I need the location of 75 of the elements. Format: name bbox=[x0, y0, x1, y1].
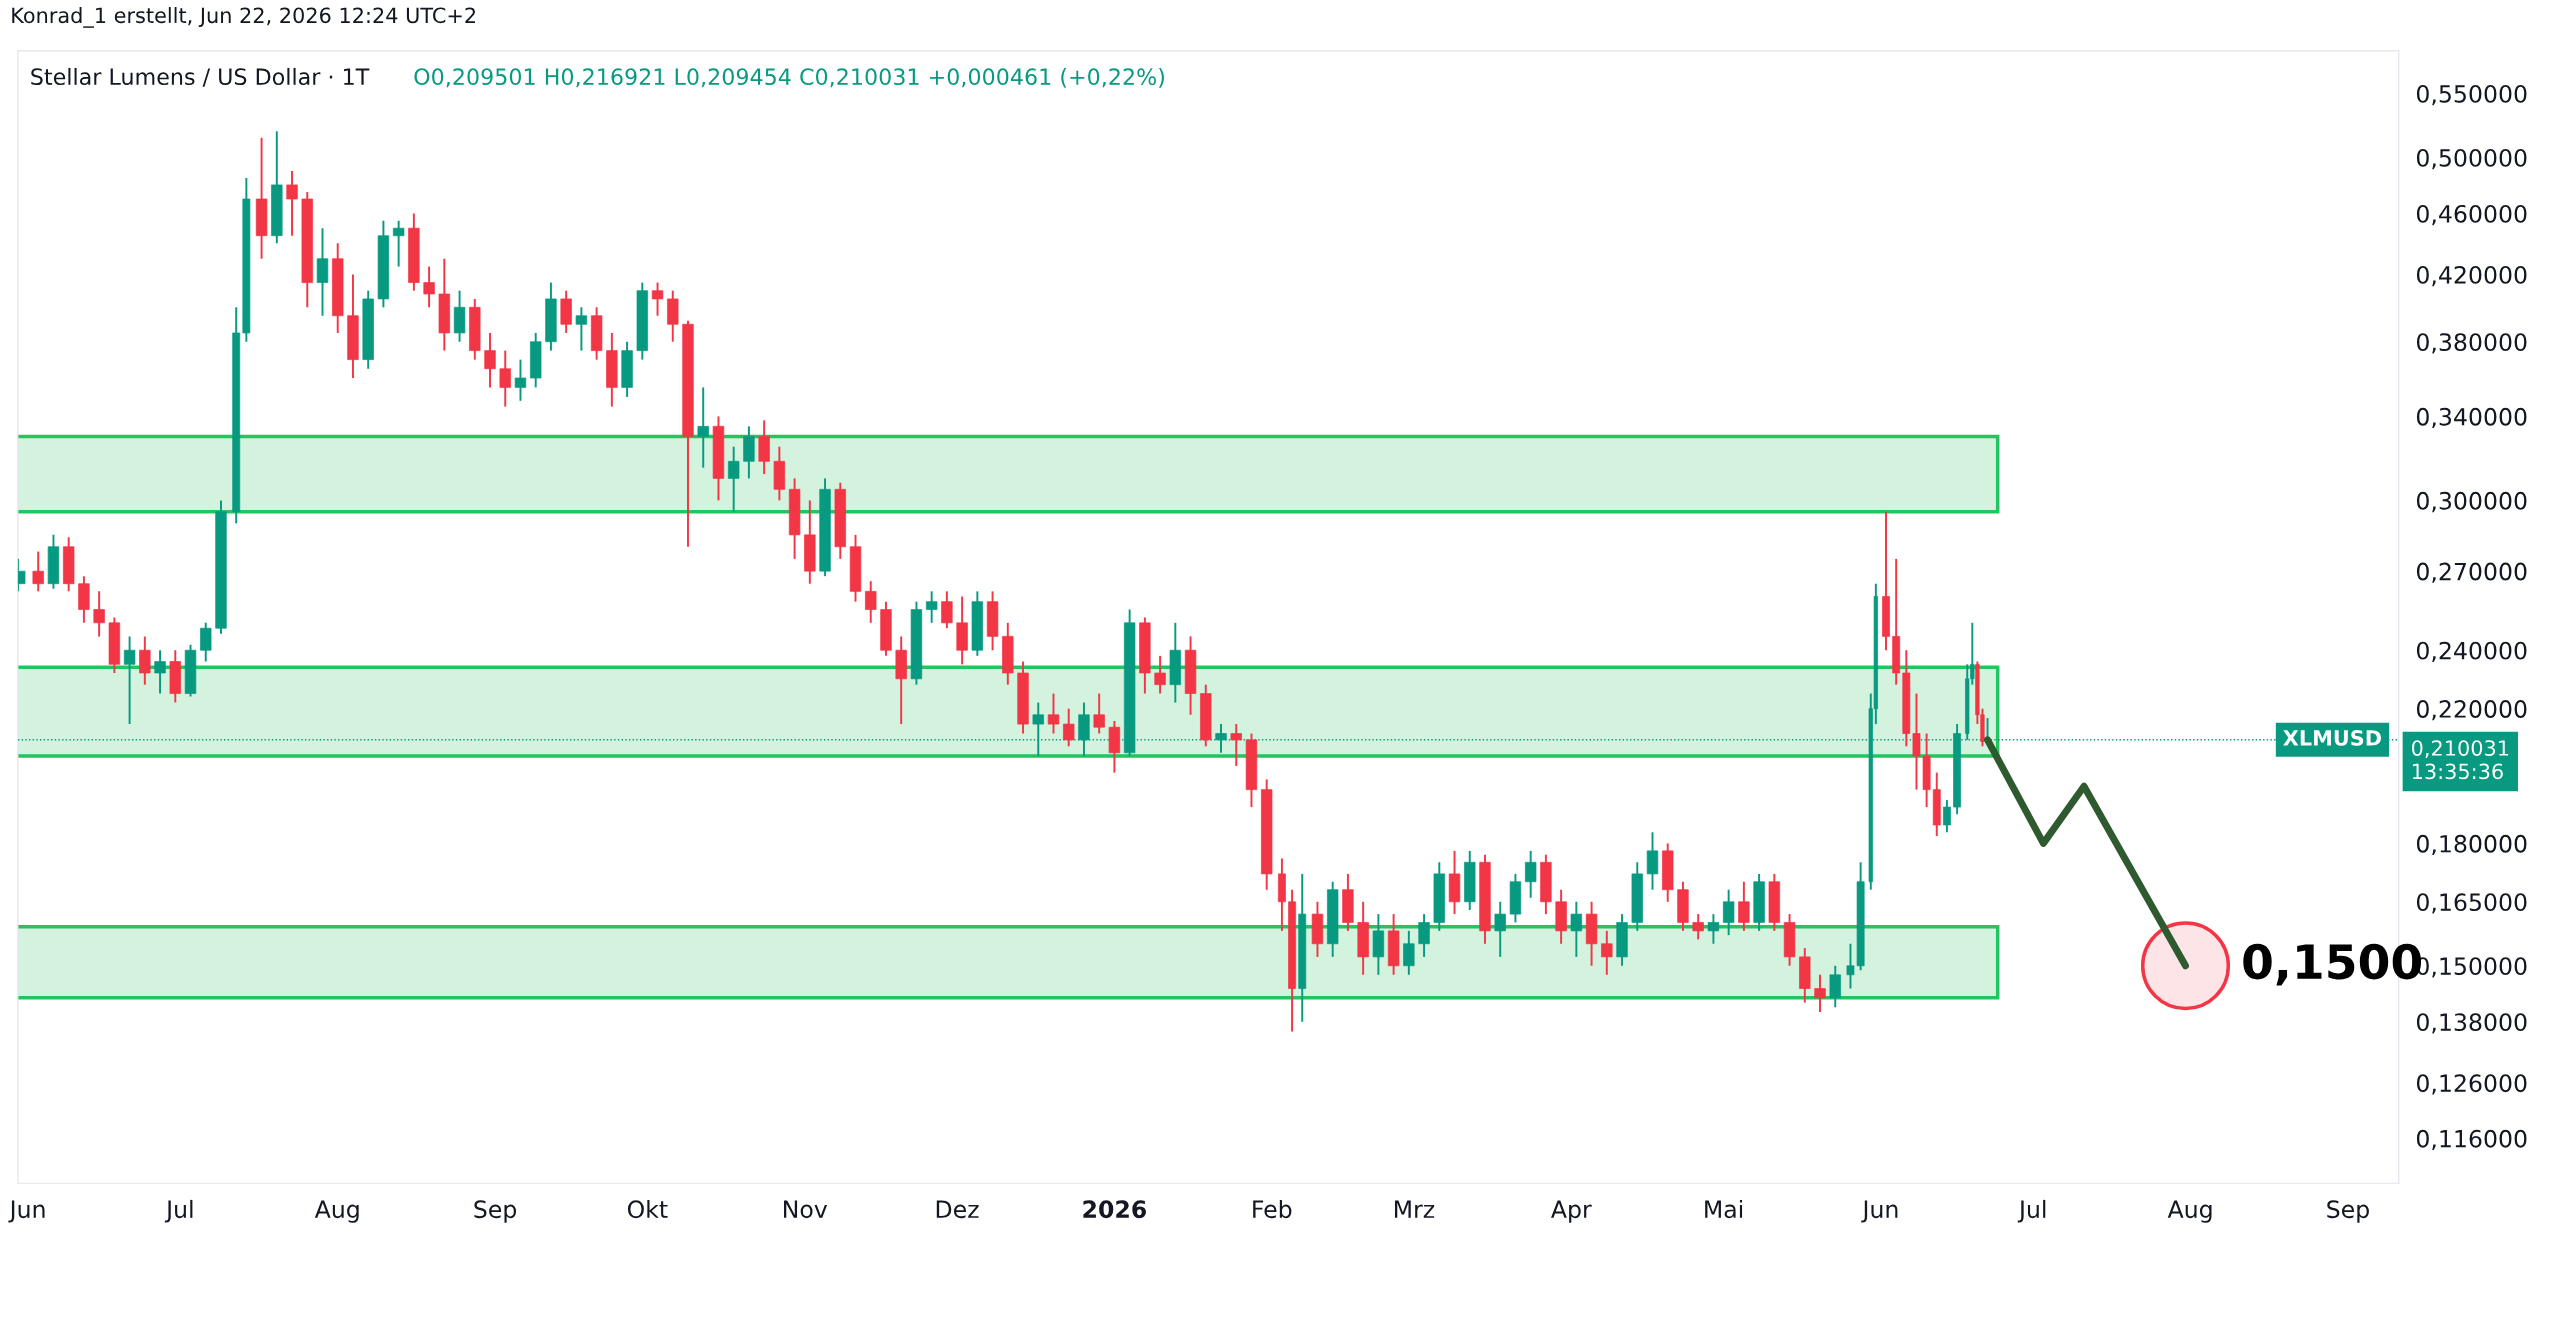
y-tick-label: 0,116000 bbox=[2416, 1129, 2527, 1151]
candlestick bbox=[1494, 900, 1506, 958]
x-tick-label: Aug bbox=[314, 1200, 359, 1223]
candlestick bbox=[1570, 900, 1583, 958]
y-tick-label: 0,300000 bbox=[2416, 491, 2527, 513]
y-tick-label: 0,220000 bbox=[2416, 700, 2527, 721]
x-tick-label: Okt bbox=[627, 1199, 668, 1219]
candlestick bbox=[728, 445, 740, 513]
candlestick bbox=[200, 621, 212, 663]
x-tick-label: Apr bbox=[1551, 1200, 1592, 1223]
text: Konrad_1 erstellt, Jun 22, 2026 12:24 UTC+2 bbox=[12, 7, 476, 28]
y-tick-label: 0,550000 bbox=[2416, 84, 2527, 106]
x-tick-label: Sep bbox=[474, 1200, 517, 1223]
candlestick bbox=[1093, 692, 1105, 735]
ref-line-label: XLMUSD bbox=[2283, 730, 2381, 746]
x-tick-label: Feb bbox=[1253, 1199, 1292, 1219]
x-tick-label: Mai bbox=[1705, 1199, 1743, 1219]
x-tick-label: Mrz bbox=[1394, 1200, 1435, 1218]
x-tick-label: Jul bbox=[164, 1199, 193, 1223]
x-tick-label: Sep bbox=[2327, 1200, 2369, 1223]
candlestick bbox=[139, 635, 151, 686]
x-tick-label: Jun bbox=[1861, 1200, 1898, 1223]
y-tick-label: 0,240000 bbox=[2416, 641, 2527, 662]
candlestick bbox=[1403, 929, 1415, 976]
y-tick-label: 0,270000 bbox=[2416, 562, 2527, 583]
candlestick bbox=[1047, 692, 1060, 735]
candlestick bbox=[651, 281, 664, 317]
x-tick-label: Nov bbox=[784, 1200, 828, 1219]
y-tick-label: 0,500000 bbox=[2416, 148, 2527, 170]
x-tick-label: Jul bbox=[2017, 1199, 2046, 1223]
candlestick bbox=[484, 331, 496, 389]
text: 0,210031 13:35:36 bbox=[2412, 740, 2509, 780]
text: O0,209501 H0,216921 L0,209454 C0,210031 +0,000461 (+0,22%) bbox=[414, 67, 1164, 88]
x-tick-label: 2026 bbox=[1083, 1200, 1146, 1219]
candlestick bbox=[93, 590, 105, 638]
x-tick-label: Jun bbox=[8, 1200, 45, 1223]
candlestick bbox=[1738, 880, 1750, 932]
candlestick bbox=[1418, 913, 1430, 958]
candlestick bbox=[1154, 654, 1166, 695]
candlestick bbox=[1707, 913, 1720, 945]
candlestick bbox=[865, 580, 877, 624]
candlestick bbox=[575, 306, 588, 352]
x-tick-label: Aug bbox=[2167, 1200, 2212, 1223]
candlestick bbox=[941, 590, 953, 630]
candlestick bbox=[316, 227, 329, 317]
candlestick bbox=[697, 386, 709, 469]
y-tick-label: 0,165000 bbox=[2416, 893, 2527, 914]
x-tick-label: Dez bbox=[936, 1200, 979, 1219]
y-tick-label: 0,460000 bbox=[2416, 204, 2527, 226]
text: Stellar Lumens / US Dollar · 1T bbox=[31, 67, 370, 87]
y-tick-label: 0,126000 bbox=[2416, 1074, 2527, 1095]
candlestick bbox=[925, 590, 938, 624]
candlestick bbox=[1722, 888, 1735, 937]
candlestick bbox=[1063, 707, 1075, 748]
candlestick bbox=[1032, 701, 1044, 758]
y-tick-label: 0,420000 bbox=[2416, 265, 2527, 287]
y-tick-label: 0,380000 bbox=[2416, 333, 2527, 354]
candlestick bbox=[32, 550, 44, 593]
candlestick bbox=[1230, 723, 1242, 767]
candlestick bbox=[286, 170, 298, 237]
candlestick bbox=[423, 265, 435, 309]
candlestick bbox=[392, 219, 405, 268]
candlestick bbox=[514, 358, 527, 402]
candlestick bbox=[499, 349, 511, 408]
candlestick bbox=[123, 635, 136, 726]
candlestick bbox=[1646, 831, 1659, 891]
y-tick-label: 0,180000 bbox=[2416, 834, 2527, 856]
candlestick bbox=[1692, 913, 1704, 941]
y-tick-label: 0,340000 bbox=[2416, 407, 2527, 429]
candlestick bbox=[1829, 964, 1841, 1009]
y-tick-label: 0,138000 bbox=[2416, 1013, 2527, 1034]
candlestick bbox=[1601, 929, 1613, 976]
candlestick bbox=[154, 649, 166, 695]
candlestick bbox=[1814, 973, 1826, 1014]
candlestick bbox=[1524, 849, 1537, 899]
